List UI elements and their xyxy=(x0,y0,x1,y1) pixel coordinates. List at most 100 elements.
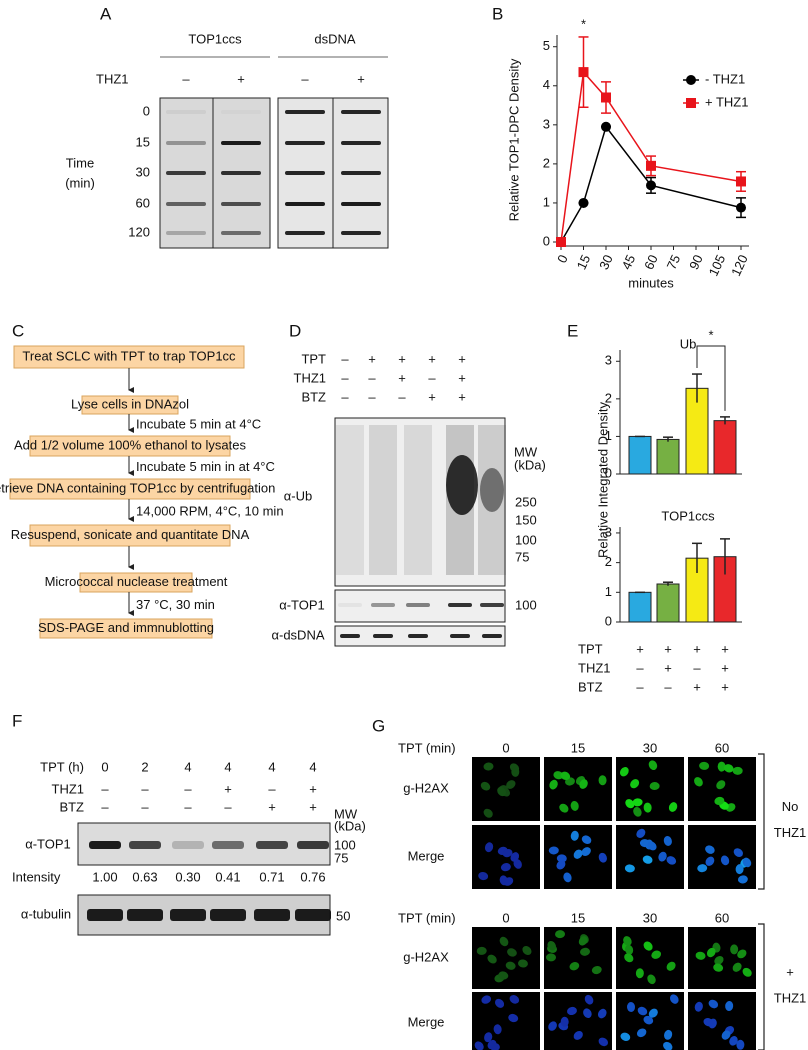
nucleus xyxy=(632,798,643,807)
significance-bracket xyxy=(696,345,726,411)
nucleus xyxy=(636,1028,647,1038)
treatment-sign: – xyxy=(101,799,109,814)
step-note: Incubate 5 min at 4°C xyxy=(136,416,261,431)
treatment-sign: 4 xyxy=(309,759,316,774)
time-label: 30 xyxy=(136,164,150,179)
treatment-sign: + xyxy=(458,370,466,385)
y-tick-label: 0 xyxy=(543,233,550,248)
nucleus xyxy=(642,855,653,864)
nucleus xyxy=(573,849,583,859)
treatment-sign: + xyxy=(398,351,406,366)
blot-band xyxy=(254,909,290,921)
lane-sign: + xyxy=(237,71,245,86)
blot-smear xyxy=(404,425,432,575)
y-tick-label: 2 xyxy=(605,554,612,569)
step-box xyxy=(39,618,213,639)
treatment-sign: + xyxy=(664,641,672,656)
nucleus xyxy=(736,1039,745,1050)
intensity-value: 1.00 xyxy=(92,869,117,884)
nucleus xyxy=(500,863,511,872)
gel-band xyxy=(285,141,325,145)
nucleus xyxy=(648,760,658,771)
treatment-sign: – xyxy=(101,781,109,796)
error-bar xyxy=(720,416,730,425)
nucleus xyxy=(649,782,660,791)
x-tick-label: 15 xyxy=(574,252,594,271)
panel-label: A xyxy=(100,4,112,23)
intensity-value: 0.63 xyxy=(132,869,157,884)
nucleus xyxy=(663,1041,673,1050)
y-tick-label: 3 xyxy=(605,353,612,368)
gel-band xyxy=(221,110,261,114)
gel-band xyxy=(341,202,381,206)
treatment-sign: – xyxy=(184,799,192,814)
blot-band xyxy=(373,634,393,638)
nucleus xyxy=(484,842,494,853)
data-point xyxy=(646,160,656,171)
nucleus xyxy=(584,994,594,1005)
nucleus xyxy=(705,845,715,854)
nucleus xyxy=(489,1042,500,1050)
mw-label: 150 xyxy=(515,512,537,527)
data-point xyxy=(578,197,589,208)
nucleus xyxy=(481,995,492,1004)
nucleus xyxy=(548,846,559,855)
axis-title: Time xyxy=(66,155,94,170)
treatment-sign: – xyxy=(341,351,349,366)
step-box xyxy=(29,435,231,457)
treatment-sign: – xyxy=(398,389,406,404)
nucleus xyxy=(732,962,742,972)
error-bar xyxy=(692,373,702,403)
y-tick-label: 2 xyxy=(543,155,550,170)
nucleus xyxy=(636,828,646,838)
nucleus xyxy=(591,965,602,975)
nucleus xyxy=(639,839,650,848)
treatment-sign: + xyxy=(368,351,376,366)
lane-sign: – xyxy=(182,71,190,86)
nucleus xyxy=(623,936,632,946)
nucleus xyxy=(518,959,528,968)
blot-band xyxy=(212,841,244,849)
nucleus xyxy=(666,961,676,971)
y-tick-label: 5 xyxy=(543,38,550,53)
treatment-sign: – xyxy=(636,660,644,675)
treatment-label: TPT (h) xyxy=(40,759,84,774)
nucleus xyxy=(664,1029,673,1040)
blot-band xyxy=(172,841,204,849)
nucleus xyxy=(730,944,739,955)
blot-band xyxy=(127,909,163,921)
blot-band xyxy=(371,603,395,607)
blot-image xyxy=(334,417,506,587)
panel-label: G xyxy=(372,716,385,735)
treatment-sign: – xyxy=(141,781,149,796)
nucleus xyxy=(647,974,656,985)
blot-band xyxy=(408,634,428,638)
nucleus xyxy=(703,1018,714,1027)
blot-smear xyxy=(336,425,364,575)
legend-marker xyxy=(686,75,696,85)
nucleus xyxy=(625,799,635,809)
treatment-sign: + xyxy=(309,781,317,796)
treatment-sign: – xyxy=(368,370,376,385)
treatment-sign: – xyxy=(341,389,349,404)
gel-header: dsDNA xyxy=(314,31,356,46)
nucleus xyxy=(723,764,734,773)
gel-band xyxy=(166,110,206,114)
blot-band xyxy=(448,603,472,607)
mw-label: 75 xyxy=(334,850,348,865)
bar xyxy=(713,420,737,475)
nucleus xyxy=(522,946,532,956)
micrograph xyxy=(544,757,612,821)
gel-band xyxy=(166,171,206,175)
nucleus xyxy=(507,948,517,957)
bar xyxy=(628,591,652,623)
treatment-sign: – xyxy=(141,799,149,814)
panel-label: C xyxy=(12,321,24,340)
treatment-label: BTZ xyxy=(301,389,326,404)
nucleus xyxy=(598,775,607,786)
nucleus xyxy=(669,994,679,1004)
treatment-sign: + xyxy=(721,641,729,656)
gel-band xyxy=(341,110,381,114)
treatment-sign: – xyxy=(693,660,701,675)
